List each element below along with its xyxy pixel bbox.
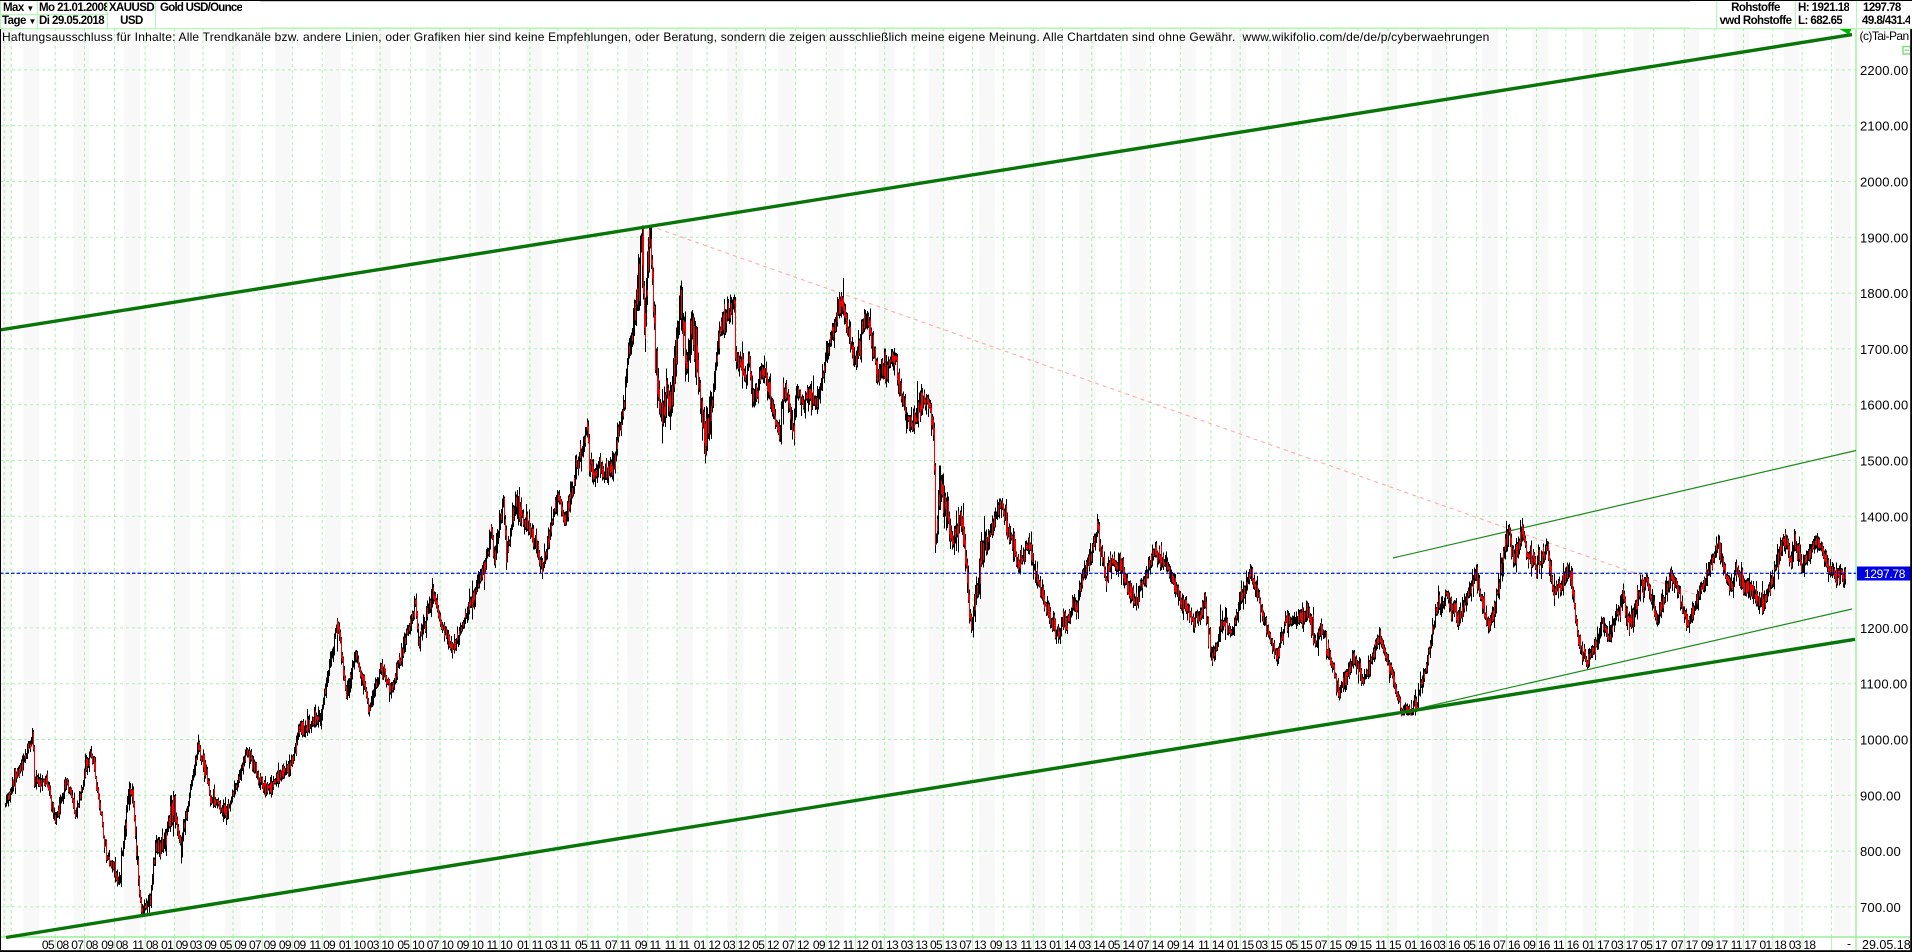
svg-text:2200.00: 2200.00 <box>1860 63 1908 78</box>
svg-text:09 17: 09 17 <box>1701 938 1729 952</box>
svg-text:07 08: 07 08 <box>71 938 99 952</box>
svg-text:07 15: 07 15 <box>1315 938 1343 952</box>
svg-text:(c)Tai-Pan: (c)Tai-Pan <box>1860 29 1909 43</box>
svg-text:1100.00: 1100.00 <box>1860 677 1907 692</box>
svg-text:700.00: 700.00 <box>1860 900 1901 915</box>
svg-text:11 13: 11 13 <box>1020 938 1047 952</box>
svg-text:01 15: 01 15 <box>1227 938 1255 952</box>
svg-text:2100.00: 2100.00 <box>1860 119 1908 134</box>
svg-text:2000.00: 2000.00 <box>1860 175 1908 190</box>
svg-text:11 16: 11 16 <box>1553 938 1580 952</box>
svg-text:01 10: 01 10 <box>339 938 367 952</box>
svg-text:05 15: 05 15 <box>1286 938 1314 952</box>
svg-text:09 16: 09 16 <box>1523 938 1551 952</box>
svg-text:09 10: 09 10 <box>457 938 485 952</box>
svg-text:-: - <box>1847 937 1851 951</box>
svg-text:05 12: 05 12 <box>752 938 780 952</box>
svg-text:01 18: 01 18 <box>1760 938 1788 952</box>
svg-text:03 11: 03 11 <box>545 938 572 952</box>
svg-text:11 08: 11 08 <box>132 938 159 952</box>
svg-text:05 16: 05 16 <box>1463 938 1491 952</box>
svg-text:07 13: 07 13 <box>959 938 987 952</box>
svg-text:11 15: 11 15 <box>1375 938 1402 952</box>
svg-text:11 09: 11 09 <box>309 938 336 952</box>
svg-text:05 09: 05 09 <box>220 938 248 952</box>
svg-text:1400.00: 1400.00 <box>1860 509 1908 524</box>
svg-text:09 11: 09 11 <box>635 938 662 952</box>
svg-text:09 08: 09 08 <box>101 938 129 952</box>
svg-text:07 10: 07 10 <box>427 938 455 952</box>
svg-text:03 13: 03 13 <box>901 938 929 952</box>
svg-text:07 11: 07 11 <box>605 938 632 952</box>
svg-text:11 12: 11 12 <box>843 938 870 952</box>
svg-text:11 10: 11 10 <box>486 938 513 952</box>
svg-text:03 14: 03 14 <box>1079 938 1107 952</box>
svg-text:09 15: 09 15 <box>1345 938 1373 952</box>
svg-text:1000.00: 1000.00 <box>1860 733 1908 748</box>
svg-text:03 09: 03 09 <box>190 938 218 952</box>
svg-text:03 12: 03 12 <box>723 938 751 952</box>
svg-text:29.05.18: 29.05.18 <box>1862 938 1911 952</box>
svg-text:1500.00: 1500.00 <box>1860 454 1908 469</box>
svg-text:800.00: 800.00 <box>1860 844 1901 859</box>
svg-text:07 17: 07 17 <box>1671 938 1699 952</box>
svg-text:05 17: 05 17 <box>1640 938 1668 952</box>
svg-text:01 13: 01 13 <box>871 938 899 952</box>
svg-text:01 12: 01 12 <box>694 938 722 952</box>
svg-text:05 10: 05 10 <box>397 938 425 952</box>
svg-text:01 09: 01 09 <box>161 938 189 952</box>
svg-text:09 09: 09 09 <box>279 938 307 952</box>
svg-text:1800.00: 1800.00 <box>1860 286 1908 301</box>
svg-text:11 11: 11 11 <box>665 938 691 952</box>
svg-text:03 18: 03 18 <box>1789 938 1817 952</box>
svg-text:1297.78: 1297.78 <box>1864 567 1906 581</box>
svg-text:09 14: 09 14 <box>1167 938 1195 952</box>
svg-text:03 10: 03 10 <box>367 938 395 952</box>
svg-text:11 17: 11 17 <box>1731 938 1758 952</box>
svg-text:900.00: 900.00 <box>1860 788 1901 803</box>
svg-text:1600.00: 1600.00 <box>1860 398 1908 413</box>
svg-text:09 12: 09 12 <box>813 938 841 952</box>
svg-text:05 13: 05 13 <box>930 938 958 952</box>
svg-text:1700.00: 1700.00 <box>1860 342 1908 357</box>
svg-text:03 15: 03 15 <box>1256 938 1284 952</box>
svg-text:1900.00: 1900.00 <box>1860 230 1908 245</box>
svg-text:05 14: 05 14 <box>1108 938 1136 952</box>
svg-text:05 11: 05 11 <box>575 938 602 952</box>
svg-text:03 16: 03 16 <box>1433 938 1461 952</box>
svg-text:07 16: 07 16 <box>1493 938 1521 952</box>
svg-text:07 14: 07 14 <box>1137 938 1165 952</box>
svg-text:01 11: 01 11 <box>517 938 544 952</box>
svg-text:01 17: 01 17 <box>1582 938 1610 952</box>
svg-text:01 16: 01 16 <box>1405 938 1433 952</box>
svg-text:09 13: 09 13 <box>990 938 1018 952</box>
svg-text:07 09: 07 09 <box>249 938 277 952</box>
svg-text:05 08: 05 08 <box>42 938 70 952</box>
svg-text:01 14: 01 14 <box>1049 938 1077 952</box>
svg-text:11 14: 11 14 <box>1198 938 1225 952</box>
svg-text:03 17: 03 17 <box>1611 938 1639 952</box>
svg-text:07 12: 07 12 <box>782 938 810 952</box>
svg-text:1200.00: 1200.00 <box>1860 621 1908 636</box>
